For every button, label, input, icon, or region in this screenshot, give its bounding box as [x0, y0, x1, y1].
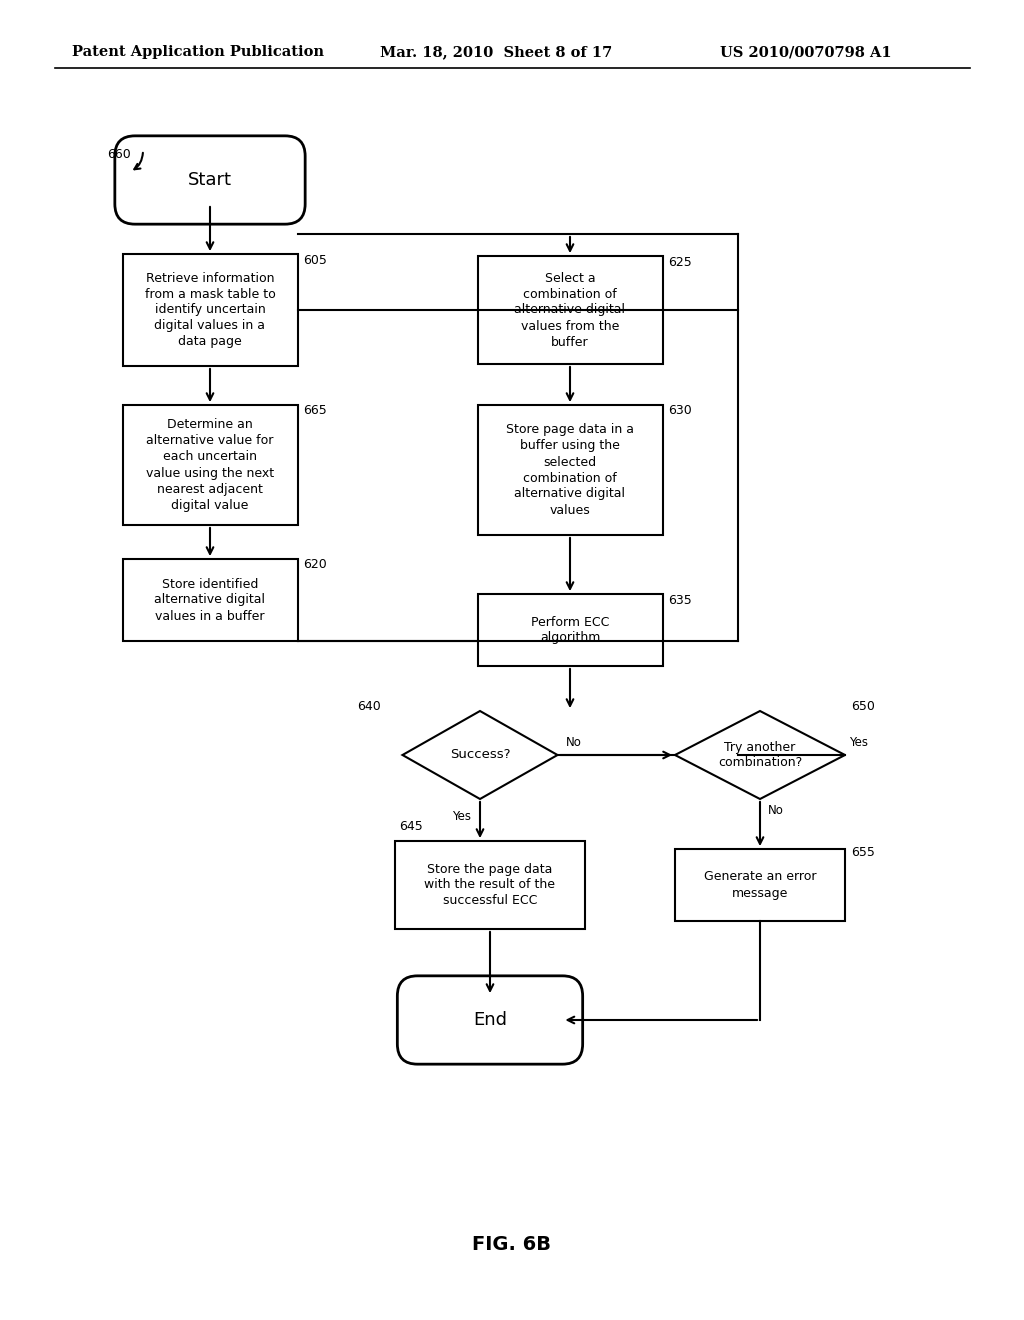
- Text: Yes: Yes: [849, 737, 868, 750]
- Text: Store identified
alternative digital
values in a buffer: Store identified alternative digital val…: [155, 578, 265, 623]
- Text: Generate an error
message: Generate an error message: [703, 870, 816, 899]
- Text: 630: 630: [669, 404, 692, 417]
- Text: Success?: Success?: [450, 748, 510, 762]
- Text: Determine an
alternative value for
each uncertain
value using the next
nearest a: Determine an alternative value for each …: [146, 418, 274, 511]
- Text: Store the page data
with the result of the
successful ECC: Store the page data with the result of t…: [425, 862, 555, 908]
- Text: 650: 650: [851, 701, 874, 714]
- Text: Perform ECC
algorithm: Perform ECC algorithm: [530, 615, 609, 644]
- Text: 620: 620: [303, 558, 328, 572]
- Bar: [123, 405, 298, 525]
- Text: 655: 655: [851, 846, 874, 859]
- Text: Store page data in a
buffer using the
selected
combination of
alternative digita: Store page data in a buffer using the se…: [506, 424, 634, 516]
- Text: 645: 645: [399, 821, 423, 833]
- Text: US 2010/0070798 A1: US 2010/0070798 A1: [720, 45, 892, 59]
- Text: Yes: Yes: [452, 810, 471, 824]
- Bar: [123, 558, 298, 642]
- Text: 635: 635: [669, 594, 692, 606]
- Bar: [123, 253, 298, 366]
- Text: Start: Start: [188, 172, 232, 189]
- FancyBboxPatch shape: [397, 975, 583, 1064]
- Text: 625: 625: [669, 256, 692, 268]
- Polygon shape: [402, 711, 557, 799]
- Text: 660: 660: [106, 148, 131, 161]
- Bar: [477, 594, 663, 667]
- Text: 665: 665: [303, 404, 328, 417]
- Text: Mar. 18, 2010  Sheet 8 of 17: Mar. 18, 2010 Sheet 8 of 17: [380, 45, 612, 59]
- Text: End: End: [473, 1011, 507, 1030]
- Text: No: No: [768, 804, 784, 817]
- Text: Patent Application Publication: Patent Application Publication: [72, 45, 324, 59]
- Text: No: No: [565, 737, 582, 750]
- Bar: [395, 841, 585, 929]
- Text: Retrieve information
from a mask table to
identify uncertain
digital values in a: Retrieve information from a mask table t…: [144, 272, 275, 348]
- Text: 605: 605: [303, 253, 328, 267]
- Bar: [675, 849, 845, 921]
- Text: 640: 640: [357, 701, 381, 714]
- Polygon shape: [675, 711, 845, 799]
- FancyBboxPatch shape: [115, 136, 305, 224]
- Bar: [477, 256, 663, 364]
- Text: FIG. 6B: FIG. 6B: [472, 1236, 552, 1254]
- Text: Select a
combination of
alternative digital
values from the
buffer: Select a combination of alternative digi…: [514, 272, 626, 348]
- Bar: [477, 405, 663, 535]
- Text: Try another
combination?: Try another combination?: [718, 741, 802, 770]
